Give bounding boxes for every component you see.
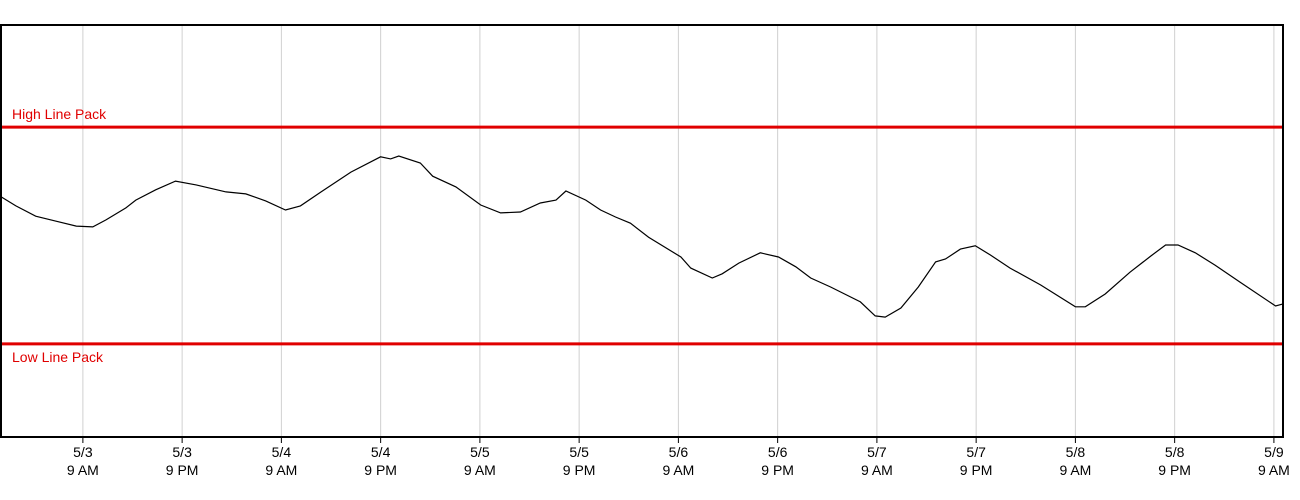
x-tick-label: 5/4 [272, 444, 292, 460]
x-tick-label: 9 PM [563, 462, 596, 478]
x-tick-label: 9 PM [166, 462, 199, 478]
x-tick-label: 9 PM [761, 462, 794, 478]
x-tick-label: 9 PM [364, 462, 397, 478]
x-tick-label: 5/8 [1165, 444, 1185, 460]
x-tick-label: 9 AM [861, 462, 893, 478]
x-tick-label: 5/5 [470, 444, 490, 460]
x-tick-label: 5/4 [371, 444, 391, 460]
x-tick-label: 9 AM [1258, 462, 1290, 478]
x-tick-label: 5/9 [1264, 444, 1284, 460]
x-tick-label: 5/8 [1066, 444, 1086, 460]
x-tick-label: 5/7 [867, 444, 887, 460]
reference-label: High Line Pack [12, 106, 107, 122]
x-tick-label: 9 AM [662, 462, 694, 478]
x-tick-label: 9 AM [67, 462, 99, 478]
series-line [0, 155, 1284, 318]
x-tick-label: 9 PM [960, 462, 993, 478]
x-tick-label: 5/3 [172, 444, 192, 460]
x-tick-label: 5/6 [669, 444, 689, 460]
x-tick-label: 5/7 [966, 444, 986, 460]
plot-frame [0, 24, 1284, 438]
x-tick-label: 9 AM [1059, 462, 1091, 478]
reference-label: Low Line Pack [12, 349, 104, 365]
x-tick-label: 9 AM [265, 462, 297, 478]
x-tick-label: 5/5 [569, 444, 589, 460]
x-tick-label: 5/6 [768, 444, 788, 460]
x-tick-label: 9 PM [1158, 462, 1191, 478]
x-tick-label: 5/3 [73, 444, 93, 460]
x-tick-label: 9 AM [464, 462, 496, 478]
